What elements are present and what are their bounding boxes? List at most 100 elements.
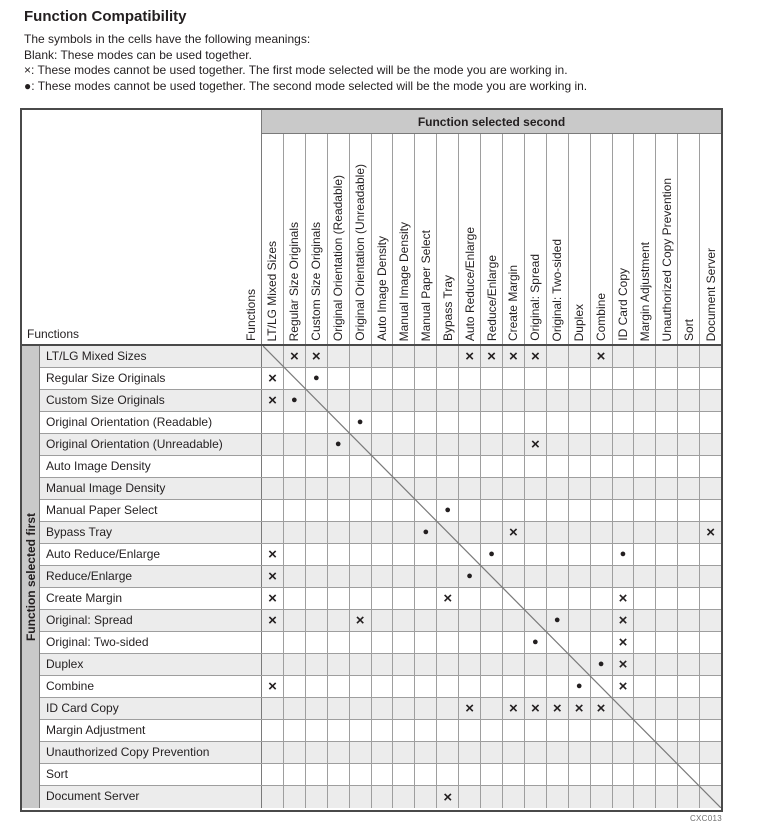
matrix-cell — [591, 786, 613, 808]
matrix-cell — [656, 742, 679, 763]
row-label: Combine — [22, 676, 262, 697]
matrix-cell — [459, 786, 482, 808]
matrix-cell — [613, 368, 635, 389]
matrix-cell — [481, 654, 503, 675]
matrix-cell — [415, 566, 438, 587]
matrix-cell — [678, 786, 701, 808]
matrix-cell — [437, 720, 460, 741]
matrix-cell — [700, 566, 721, 587]
matrix-cell — [350, 742, 372, 763]
matrix-cell — [481, 698, 503, 719]
matrix-cell — [481, 412, 503, 433]
matrix-cell — [350, 566, 372, 587]
matrix-cell — [328, 522, 350, 543]
row-label: Document Server — [22, 786, 262, 808]
matrix-cell — [328, 588, 350, 609]
matrix-cell — [372, 588, 394, 609]
row-label: Margin Adjustment — [22, 720, 262, 741]
header-right: Function selected second LT/LG Mixed Siz… — [262, 110, 721, 344]
cross-symbol: × — [618, 612, 628, 629]
matrix-cell — [393, 434, 416, 455]
matrix-cell — [306, 786, 328, 808]
matrix-cell — [284, 720, 306, 741]
matrix-cell — [700, 764, 721, 785]
matrix-cell — [656, 764, 679, 785]
matrix-cell — [547, 786, 569, 808]
matrix-cell — [547, 566, 569, 587]
matrix-cell — [634, 588, 657, 609]
table-body: LT/LG Mixed Sizes × × × × × × × Regular Size Ori… — [22, 346, 721, 808]
column-header-label: Duplex — [572, 303, 587, 341]
matrix-cell — [634, 478, 657, 499]
matrix-cell — [613, 478, 635, 499]
matrix-cell — [328, 764, 350, 785]
table-row: Bypass Tray ● × × — [22, 522, 721, 544]
symbol-legend: The symbols in the cells have the follow… — [24, 32, 754, 94]
matrix-cell — [525, 566, 547, 587]
matrix-cell — [372, 676, 394, 697]
matrix-cell — [525, 742, 547, 763]
matrix-cell — [613, 500, 635, 521]
matrix-cell — [393, 654, 416, 675]
matrix-cell — [372, 544, 394, 565]
matrix-cell — [547, 522, 569, 543]
cross-symbol: × — [574, 700, 584, 717]
matrix-cell — [306, 456, 328, 477]
matrix-cell — [503, 434, 525, 455]
matrix-cell — [262, 478, 284, 499]
matrix-cell — [328, 456, 350, 477]
matrix-cell — [613, 434, 635, 455]
cross-symbol: × — [487, 348, 496, 365]
matrix-cell — [415, 544, 438, 565]
matrix-cell — [656, 610, 679, 631]
matrix-cell — [700, 632, 721, 653]
matrix-cell — [547, 456, 569, 477]
matrix-cell — [700, 698, 721, 719]
cross-symbol: × — [268, 392, 277, 409]
matrix-cell — [503, 544, 525, 565]
matrix-cell — [328, 566, 350, 587]
column-header-label: Combine — [594, 292, 609, 341]
matrix-cell — [415, 456, 438, 477]
row-label: Sort — [22, 764, 262, 785]
compatibility-table: Functions Functions Function selected se… — [20, 108, 723, 812]
matrix-cell — [459, 500, 482, 521]
matrix-cell — [306, 478, 328, 499]
matrix-cell: × — [613, 654, 635, 675]
column-header-label: Original: Two-sided — [550, 238, 565, 342]
matrix-cell — [525, 456, 547, 477]
matrix-cell: ● — [481, 544, 503, 565]
matrix-cell — [591, 478, 613, 499]
column-header-label: Regular Size Originals — [287, 221, 302, 341]
matrix-cell: × — [503, 346, 525, 367]
matrix-cell — [503, 632, 525, 653]
matrix-cell — [350, 500, 372, 521]
matrix-cell — [634, 742, 657, 763]
matrix-cell — [393, 764, 416, 785]
column-header-label: Original Orientation (Unreadable) — [353, 164, 368, 341]
matrix-cell — [569, 588, 591, 609]
matrix-cell — [393, 720, 416, 741]
matrix-cell — [306, 720, 328, 741]
matrix-cell — [678, 654, 701, 675]
column-header: Margin Adjustment — [634, 134, 657, 344]
table-row: Duplex ● × — [22, 654, 721, 676]
matrix-cell — [503, 390, 525, 411]
matrix-cell — [481, 786, 503, 808]
matrix-cell — [569, 346, 591, 367]
legend-line-intro: The symbols in the cells have the follow… — [24, 32, 311, 46]
table-row: Create Margin × × × — [22, 588, 721, 610]
matrix-cell — [415, 654, 438, 675]
matrix-cell — [678, 720, 701, 741]
matrix-cell — [284, 522, 306, 543]
matrix-cell — [284, 588, 306, 609]
matrix-cell — [656, 632, 679, 653]
matrix-cell — [525, 390, 547, 411]
matrix-cell — [678, 676, 701, 697]
matrix-cell — [547, 346, 569, 367]
matrix-cell — [459, 632, 482, 653]
matrix-cell — [284, 786, 306, 808]
matrix-cell — [700, 346, 721, 367]
matrix-cell — [547, 478, 569, 499]
matrix-cell — [591, 676, 613, 697]
